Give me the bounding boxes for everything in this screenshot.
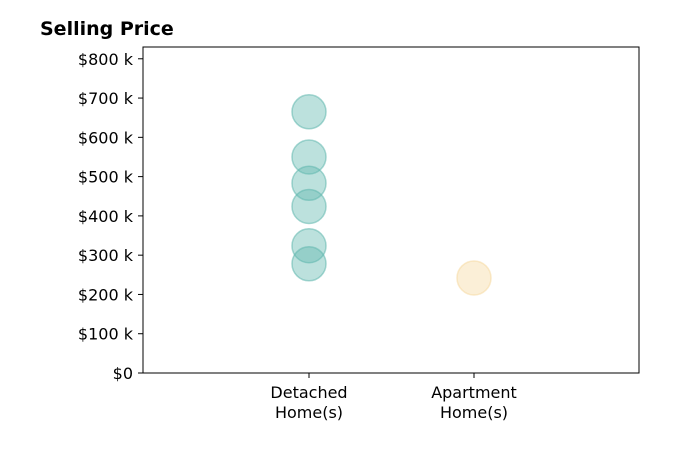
x-axis: Detached Home(s) Apartment Home(s) [270, 373, 517, 422]
y-tick-label: $200 k [78, 285, 134, 304]
plot-frame [142, 46, 640, 374]
y-tick-label: $400 k [78, 207, 134, 226]
y-tick-label: $600 k [78, 128, 134, 147]
data-point [456, 260, 492, 296]
data-point [291, 227, 327, 264]
x-tick-label: Apartment Home(s) [431, 383, 517, 422]
y-axis: $0 $100 k $200 k $300 k $400 k $500 k $600 k $7… [78, 50, 143, 383]
data-point [291, 246, 327, 282]
chart-title: Selling Price [40, 18, 174, 40]
y-tick-label: $100 k [78, 325, 134, 344]
data-point [291, 139, 327, 175]
y-tick-label: $700 k [78, 89, 134, 108]
x-tick-label: Detached Home(s) [270, 383, 347, 422]
y-tick-label: $300 k [78, 246, 134, 265]
y-tick-label: $800 k [78, 50, 134, 69]
y-tick-label: $500 k [78, 168, 134, 187]
data-point [291, 188, 327, 225]
data-point [291, 94, 327, 130]
data-points [291, 94, 492, 296]
y-tick-label: $0 [113, 364, 133, 383]
